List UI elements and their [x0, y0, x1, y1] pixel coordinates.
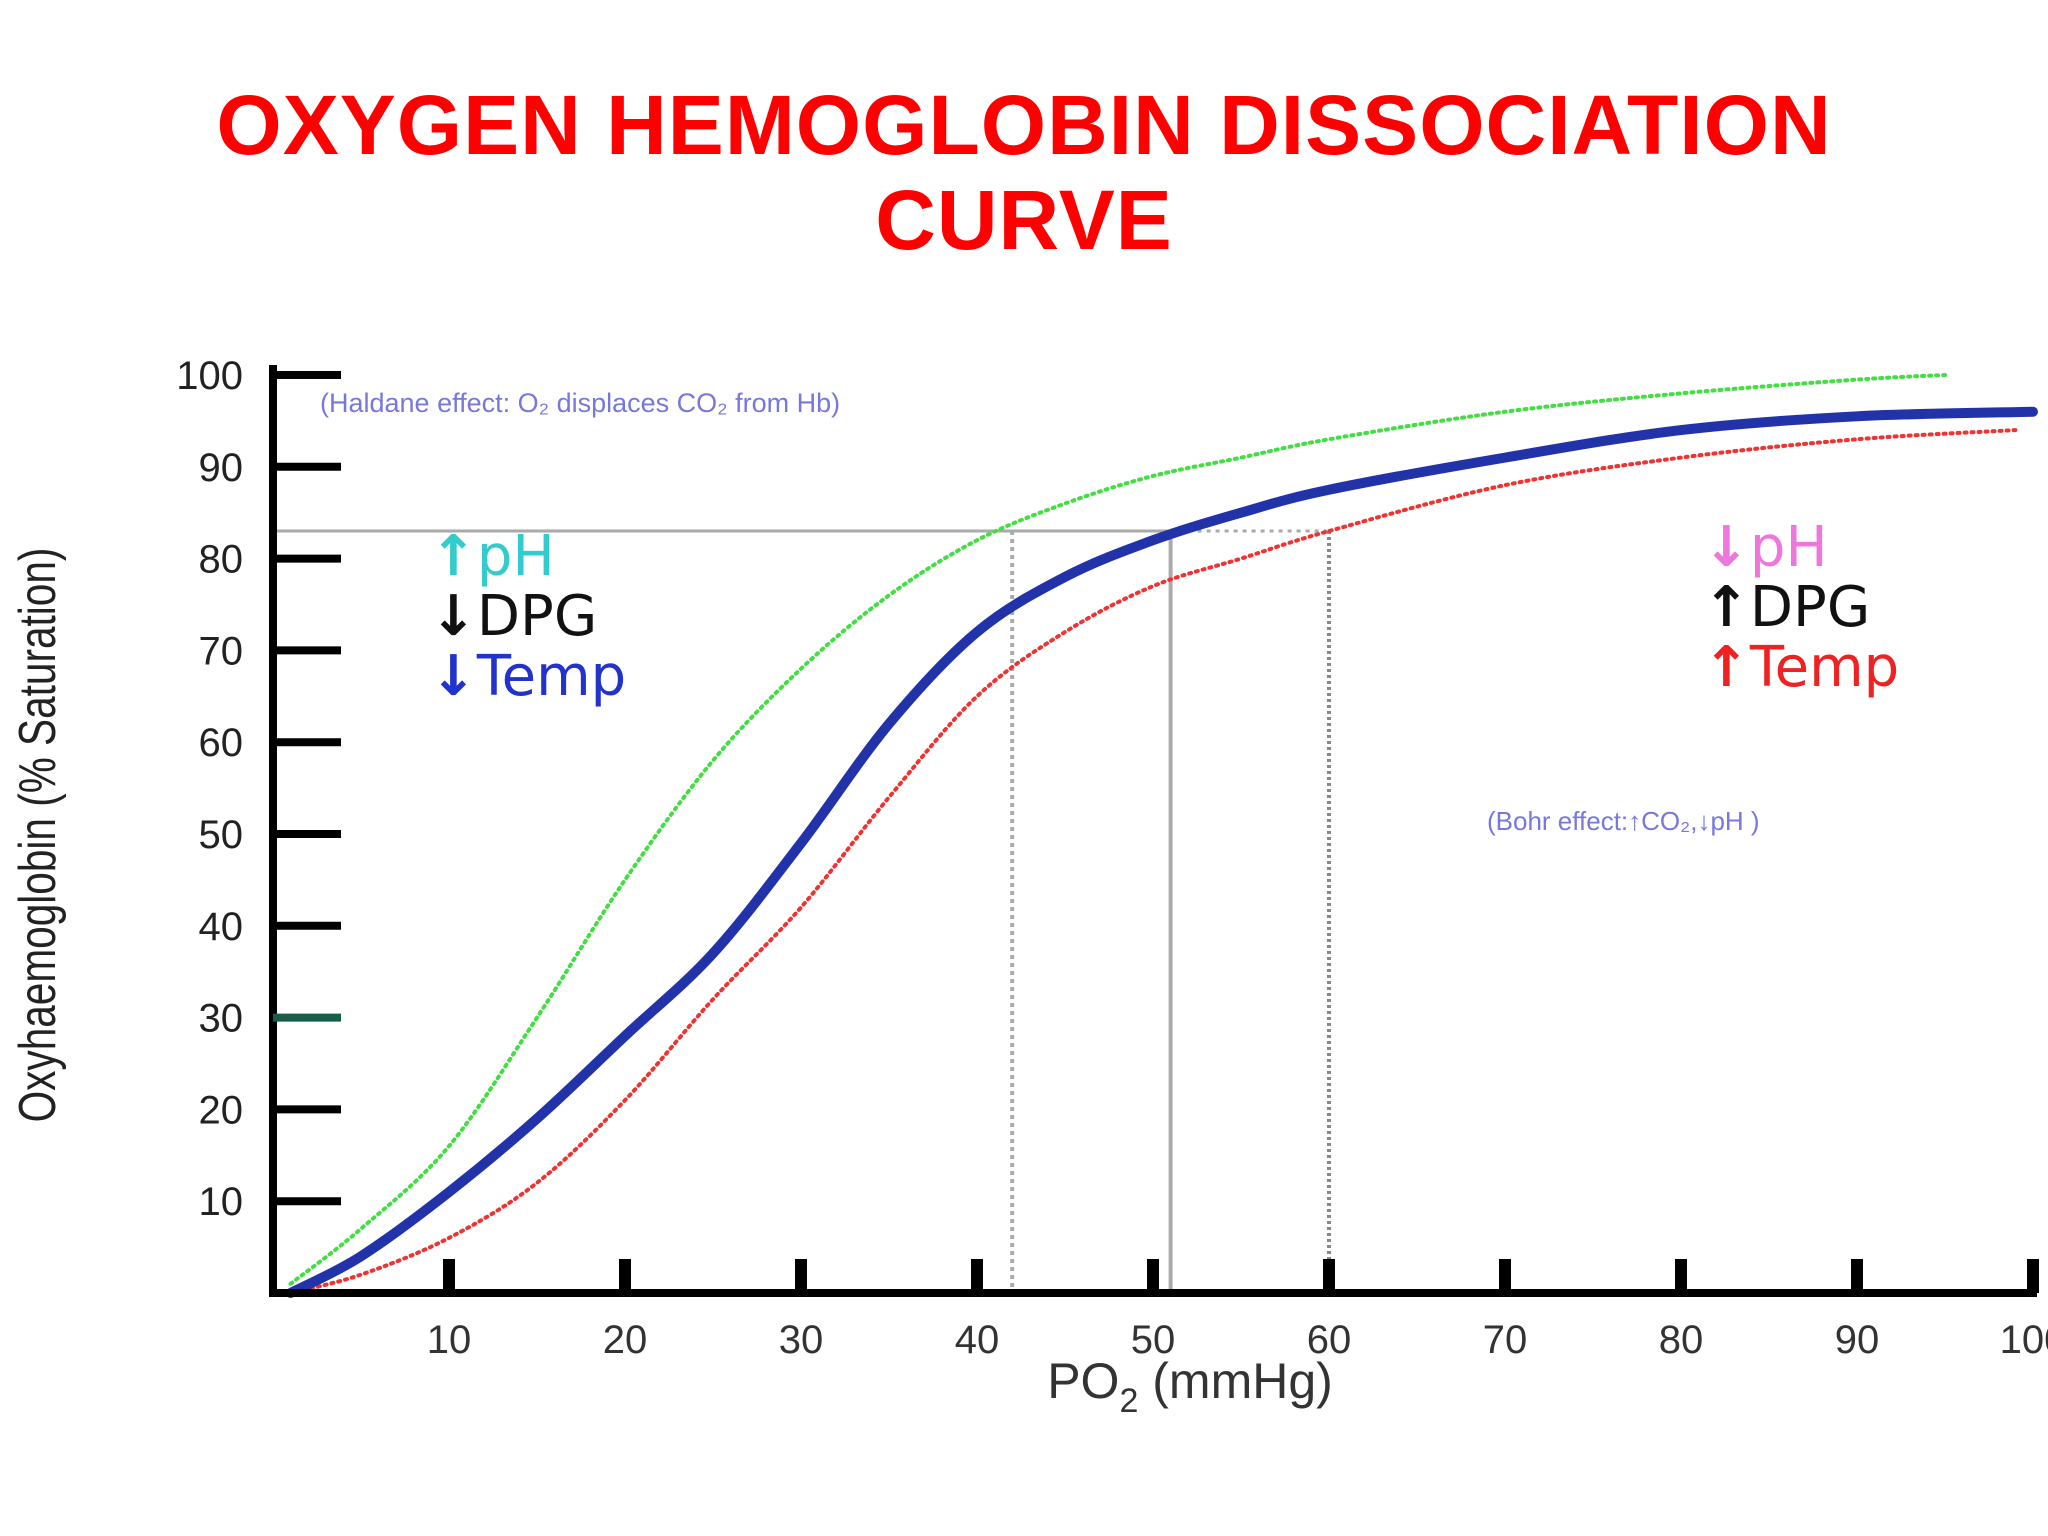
- y-tick-label-60: 60: [199, 721, 244, 765]
- x-tick-label-50: 50: [1131, 1318, 1176, 1362]
- x-tick-label-80: 80: [1659, 1318, 1704, 1362]
- x-axis-label: PO2 (mmHg): [1047, 1353, 1333, 1420]
- page-title: OXYGEN HEMOGLOBIN DISSOCIATION CURVE: [0, 78, 2048, 268]
- y-tick-label-90: 90: [199, 446, 244, 490]
- axes: [269, 365, 2037, 1297]
- x-tick-label-100: 100: [2000, 1318, 2048, 1362]
- bohr-effect-note: (Bohr effect:↑CO₂,↓pH ): [1487, 806, 1760, 836]
- x-tick-label-90: 90: [1835, 1318, 1880, 1362]
- y-tick-label-10: 10: [199, 1180, 244, 1224]
- curve-right-shift: [288, 428, 2018, 1295]
- y-tick-label-20: 20: [199, 1088, 244, 1132]
- right-shift-factors: ↓pH↑DPG↑Temp: [1703, 515, 1899, 700]
- tick-labels: 10 20 30 40 50 60 70 80 90 100 10 20 30 40 50 60 70 80 90 1…: [176, 354, 2048, 1362]
- x-tick-label-30: 30: [779, 1318, 824, 1362]
- y-axis-label: Oxyhaemoglobin (% Saturation): [8, 548, 66, 1123]
- right-shift-factor-dpg: ↑DPG: [1703, 575, 1870, 640]
- haldane-effect-note: (Haldane effect: O₂ displaces CO₂ from H…: [320, 388, 840, 418]
- right-shift-factor-ph: ↓pH: [1703, 515, 1828, 580]
- x-tick-label-60: 60: [1307, 1318, 1352, 1362]
- left-shift-factors: ↑pH↓DPG↓Temp: [430, 524, 626, 709]
- title-line-2: CURVE: [875, 173, 1173, 267]
- y-tick-label-50: 50: [199, 813, 244, 857]
- y-tick-label-100: 100: [176, 354, 243, 398]
- left-shift-factor-dpg: ↓DPG: [430, 584, 597, 649]
- title-line-1: OXYGEN HEMOGLOBIN DISSOCIATION: [216, 78, 1832, 172]
- x-tick-label-70: 70: [1483, 1318, 1528, 1362]
- x-tick-label-20: 20: [603, 1318, 648, 1362]
- y-tick-label-30: 30: [199, 997, 244, 1041]
- tick-marks: [273, 371, 2039, 1293]
- y-tick-label-70: 70: [199, 629, 244, 673]
- left-shift-factor-temp: ↓Temp: [430, 644, 626, 709]
- y-tick-label-40: 40: [199, 905, 244, 949]
- right-shift-factor-temp: ↑Temp: [1703, 635, 1899, 700]
- left-shift-factor-ph: ↑pH: [430, 524, 555, 589]
- y-tick-label-80: 80: [199, 538, 244, 582]
- x-tick-label-10: 10: [427, 1318, 472, 1362]
- curve-left-shift: [288, 373, 1947, 1286]
- x-tick-label-40: 40: [955, 1318, 1000, 1362]
- reference-lines: [273, 529, 1331, 1293]
- curve-normal: [285, 406, 2038, 1298]
- curves: [285, 373, 2038, 1298]
